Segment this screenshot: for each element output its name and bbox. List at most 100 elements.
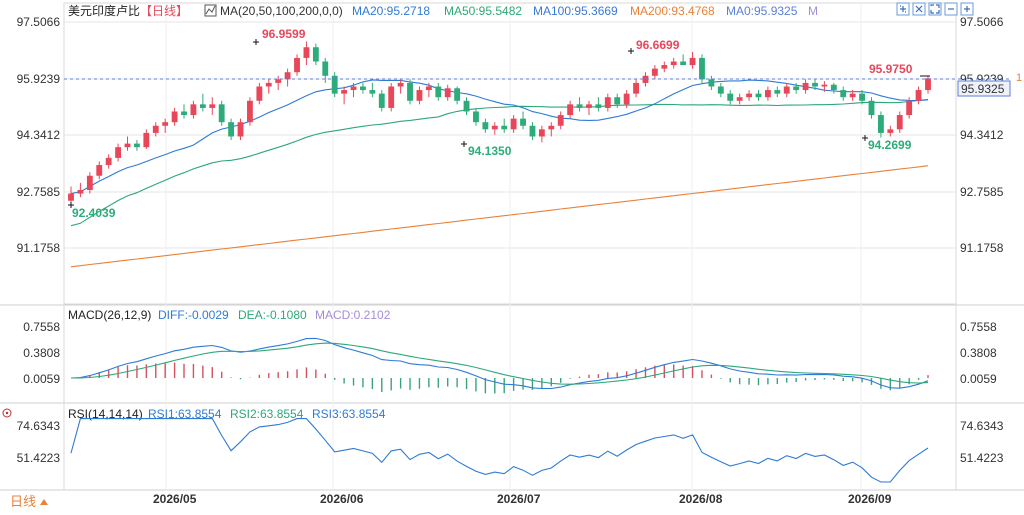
rsi-label: RSI(14,14,14) (68, 407, 143, 421)
candle-body (77, 190, 84, 194)
ma-label: MA(20,50,100,200,0,0) (220, 4, 343, 18)
candle-body (915, 90, 922, 101)
candle-body (520, 118, 526, 126)
candle-body (407, 82, 413, 101)
shrink-icon[interactable] (912, 2, 926, 16)
candle-body (727, 93, 734, 101)
high-label-2: 96.6699 (636, 38, 680, 52)
ma-more-value: M (808, 4, 818, 18)
macd-dea-path (70, 342, 929, 385)
candle-body (115, 147, 122, 158)
price-tick: 94.3412 (960, 128, 1004, 142)
price-tick: 92.7585 (17, 185, 61, 199)
candle-body (642, 75, 649, 83)
x-axis: 2026/05 2026/06 2026/07 2026/08 2026/09 (153, 492, 892, 506)
price-tick: 97.5066 (960, 15, 1004, 29)
candle-body (501, 125, 508, 130)
candle-body (435, 86, 442, 98)
candle-body (576, 104, 583, 108)
candle-body (774, 90, 781, 94)
price-tick: 91.1758 (960, 241, 1004, 255)
candle-body (228, 122, 235, 137)
x-tick: 2026/07 (497, 492, 541, 506)
candle-body (859, 93, 865, 101)
x-tick: 2026/05 (153, 492, 197, 506)
rsi-axis: 74.6343 51.4223 74.6343 51.4223 (17, 419, 1004, 465)
candle-body (699, 57, 705, 80)
ma50-value: MA50:95.5482 (444, 4, 522, 18)
ma50-line (70, 98, 929, 227)
candle-body (388, 86, 395, 108)
candle-body (275, 79, 282, 83)
rsi-tick: 51.4223 (17, 451, 61, 465)
rsi2-value: RSI2:63.8554 (230, 407, 304, 421)
candle-body (312, 47, 319, 62)
macd-lines (70, 337, 929, 390)
candle-body (755, 93, 762, 98)
macd-diff-path (70, 337, 929, 390)
candle-body (294, 57, 300, 73)
candle-body (764, 90, 771, 98)
expand-icon[interactable] (896, 2, 910, 16)
candle-body (303, 47, 310, 58)
candle-body (350, 86, 357, 91)
minus-icon[interactable] (944, 2, 958, 16)
candle-body (717, 86, 724, 94)
x-tick: 2026/06 (320, 492, 364, 506)
high-label-3: 95.9750 (869, 62, 913, 76)
period-tab[interactable]: 日线 (10, 494, 48, 509)
period-label[interactable]: 【日线】 (140, 4, 188, 18)
candle-body (171, 111, 178, 123)
candle-body (416, 90, 423, 101)
candle-body (821, 84, 828, 87)
candle-body (284, 72, 291, 80)
candle-body (557, 115, 564, 126)
candle-body (849, 93, 856, 98)
x-tick: 2026/09 (848, 492, 892, 506)
price-axis-right: 97.5066 95.9239 94.3412 92.7585 91.1758 … (957, 15, 1022, 255)
candle-body (830, 84, 837, 91)
high-marker-1 (253, 39, 259, 45)
candle-body (68, 193, 74, 201)
toolbar (896, 2, 974, 16)
rsi-settings-icon[interactable] (2, 408, 12, 418)
header-legend: 美元印度卢比 【日线】 MA(20,50,100,200,0,0) MA20:9… (68, 3, 818, 18)
candle-body (463, 100, 470, 112)
ma-toggle-glyph (205, 5, 216, 15)
candle-body (651, 68, 658, 76)
rsi-legend: RSI(14,14,14) RSI1:63.8554 RSI2:63.8554 … (68, 407, 386, 421)
low-label-2: 94.1350 (468, 144, 512, 158)
rsi-tick: 74.6343 (17, 419, 61, 433)
candle-body (680, 61, 687, 66)
macd-value: MACD:0.2102 (315, 308, 391, 322)
low-marker-1 (68, 202, 74, 208)
candle-body (181, 111, 187, 116)
price-tick: 92.7585 (960, 185, 1004, 199)
chart-title: 美元印度卢比 (68, 3, 140, 18)
candle-body (925, 78, 931, 91)
macd-tick: 0.7558 (23, 320, 60, 334)
period-tab-label: 日线 (10, 494, 36, 509)
candlestick-series (68, 41, 931, 208)
price-indicator: 1 (1016, 72, 1022, 84)
plus-icon[interactable] (960, 2, 974, 16)
candle-body (633, 82, 639, 94)
rsi1-value: RSI1:63.8554 (148, 407, 222, 421)
macd-tick: 0.7558 (960, 320, 997, 334)
candle-body (812, 82, 818, 87)
extreme-annotations: 96.9599 96.6699 95.9750 92.4039 94.1350 … (68, 27, 930, 220)
fullscreen-icon[interactable] (928, 2, 942, 16)
last-price-label: 95.9325 (961, 82, 1005, 96)
candle-body (491, 125, 498, 130)
chevron-up-icon (40, 499, 48, 505)
ma20-line (70, 79, 929, 195)
candle-body (567, 104, 574, 116)
candle-body (783, 86, 790, 94)
candle-body (896, 115, 903, 130)
ma200-line (70, 165, 929, 268)
candle-body (360, 86, 366, 91)
macd-legend: MACD(26,12,9) DIFF:-0.0029 DEA:-0.1080 M… (68, 308, 391, 322)
candle-body (793, 86, 800, 91)
price-tick: 97.5066 (17, 15, 61, 29)
